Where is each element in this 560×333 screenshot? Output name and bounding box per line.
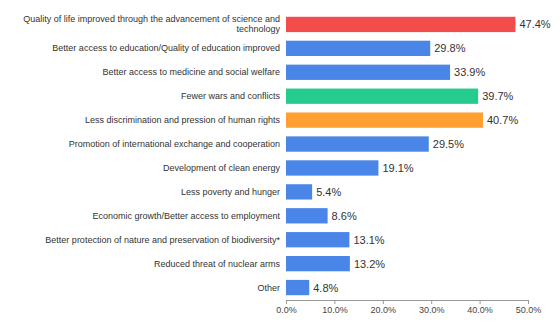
tick-mark (286, 300, 287, 304)
category-label-line: Better access to education/Quality of ed… (52, 43, 280, 53)
tick: 0.0% (276, 300, 297, 315)
data-label: 19.1% (382, 162, 413, 174)
tick-label: 0.0% (276, 305, 297, 315)
data-label: 8.6% (332, 210, 357, 222)
tick-mark (334, 300, 335, 304)
category-label: Reduced threat of nuclear arms (154, 259, 281, 269)
category-label: Better protection of nature and preserva… (45, 235, 280, 245)
category-label-line: Other (257, 283, 280, 293)
tick: 50.0% (516, 300, 542, 315)
category-label: Promotion of international exchange and … (69, 139, 280, 149)
bar (286, 208, 328, 223)
bar (286, 184, 312, 199)
bar (286, 112, 483, 127)
data-label: 47.4% (519, 18, 550, 30)
tick: 20.0% (371, 300, 397, 315)
category-label: Better access to medicine and social wel… (102, 67, 280, 77)
category-label-line: Economic growth/Better access to employm… (92, 211, 280, 221)
data-label: 29.8% (434, 42, 465, 54)
bar (286, 232, 349, 247)
category-label-line: Reduced threat of nuclear arms (154, 259, 281, 269)
tick-mark (431, 300, 432, 304)
category-label: Development of clean energy (163, 163, 281, 173)
category-label: Quality of life improved through the adv… (23, 14, 280, 34)
category-label-line: Less discrimination and pression of huma… (85, 115, 281, 125)
category-label-line: technology (236, 24, 280, 34)
tick-label: 40.0% (467, 305, 493, 315)
tick-mark (528, 300, 529, 304)
bar (286, 136, 429, 151)
category-label: Fewer wars and conflicts (181, 91, 281, 101)
tick: 40.0% (467, 300, 493, 315)
bar (286, 17, 515, 32)
bar (286, 41, 430, 56)
category-label: Economic growth/Better access to employm… (92, 211, 280, 221)
tick-mark (383, 300, 384, 304)
bar (286, 65, 450, 80)
chart: 0.0% 10.0% 20.0% 30.0% 40.0% 50.0% Quality of … (0, 0, 560, 333)
data-label: 39.7% (482, 90, 513, 102)
data-label: 29.5% (433, 138, 464, 150)
category-label-line: Fewer wars and conflicts (181, 91, 281, 101)
category-label: Less poverty and hunger (181, 187, 280, 197)
data-label: 5.4% (316, 186, 341, 198)
data-label: 4.8% (313, 282, 338, 294)
category-label-line: Less poverty and hunger (181, 187, 280, 197)
tick-mark (480, 300, 481, 304)
category-label-line: Better protection of nature and preserva… (45, 235, 280, 245)
data-label: 13.1% (353, 234, 384, 246)
tick: 10.0% (322, 300, 348, 315)
tick-label: 30.0% (419, 305, 445, 315)
category-label: Better access to education/Quality of ed… (52, 43, 280, 53)
category-label-line: Better access to medicine and social wel… (102, 67, 280, 77)
bar (286, 256, 350, 271)
bar (286, 89, 478, 104)
bar (286, 160, 378, 175)
data-label: 13.2% (354, 258, 385, 270)
category-label-line: Development of clean energy (163, 163, 281, 173)
tick: 30.0% (419, 300, 445, 315)
category-label: Less discrimination and pression of huma… (85, 115, 281, 125)
tick-label: 50.0% (516, 305, 542, 315)
data-label: 33.9% (454, 66, 485, 78)
tick-label: 20.0% (371, 305, 397, 315)
category-label-line: Quality of life improved through the adv… (23, 14, 280, 24)
tick-label: 10.0% (322, 305, 348, 315)
data-label: 40.7% (487, 114, 518, 126)
bar (286, 280, 309, 295)
category-label-line: Promotion of international exchange and … (69, 139, 280, 149)
x-axis: 0.0% 10.0% 20.0% 30.0% 40.0% 50.0% (276, 300, 541, 315)
bars (286, 17, 515, 295)
x-axis-line (287, 300, 529, 301)
category-label: Other (257, 283, 280, 293)
data-labels: 47.4% 29.8% 33.9% 39.7% 40.7% 29.5% 19.1% 5.4% 8… (313, 18, 551, 293)
category-labels: Quality of life improved through the adv… (23, 14, 280, 292)
